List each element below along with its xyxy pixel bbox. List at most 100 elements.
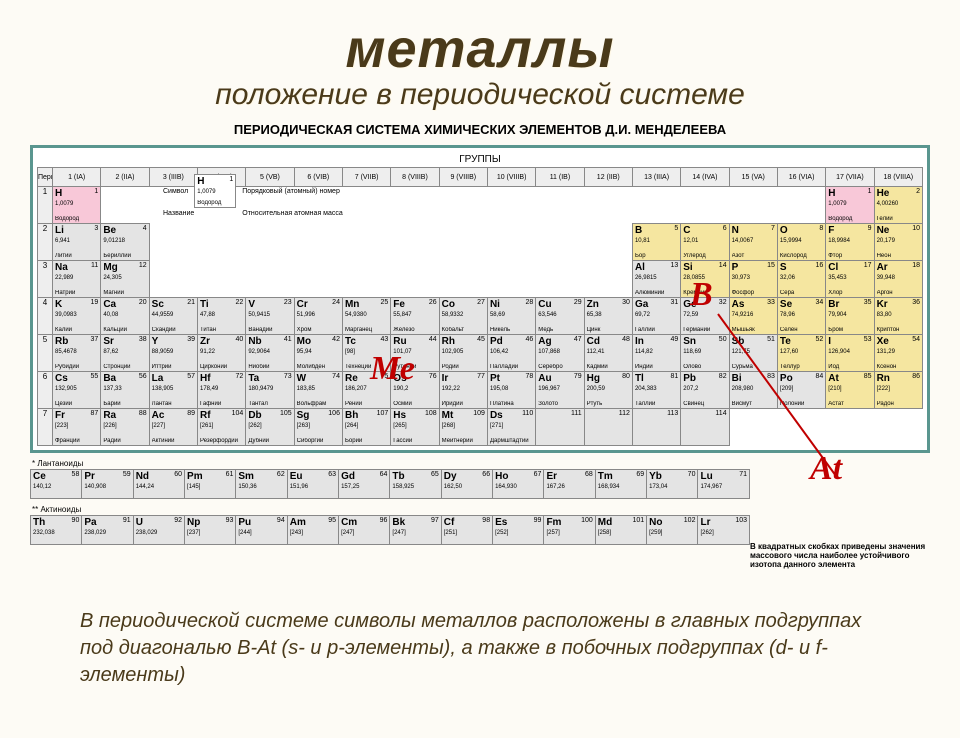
element-cell: Zr4091,22Цирконий	[197, 335, 245, 372]
period-header: Периоды	[38, 168, 53, 187]
element-cell: Bi83208,980Висмут	[729, 372, 777, 409]
element-cell: Nb4192,9064Ниобий	[246, 335, 294, 372]
group-header: 14 (IVA)	[681, 168, 729, 187]
element-cell: Ba56137,33Барий	[101, 372, 149, 409]
period-label: 5	[38, 335, 53, 372]
element-cell: Po84[209]Полоний	[777, 372, 825, 409]
period-label: 4	[38, 298, 53, 335]
element-cell: Ne1020,179Неон	[874, 224, 922, 261]
element-cell	[874, 409, 922, 446]
element-cell: Ti2247,88Титан	[197, 298, 245, 335]
element-cell	[536, 187, 584, 224]
element-cell: In49114,82Индий	[632, 335, 680, 372]
group-header: 18 (VIIIA)	[874, 168, 922, 187]
element-cell	[487, 224, 535, 261]
f-element-cell: Lr103[262]	[698, 516, 750, 545]
element-cell: Bh107[264]Борий	[342, 409, 390, 446]
element-cell: Mg1224,305Магний	[101, 261, 149, 298]
f-element-cell: Sm62150,36	[236, 470, 287, 499]
element-cell: Mn2554,9380Марганец	[342, 298, 390, 335]
element-cell: Os76190,2Осмий	[391, 372, 439, 409]
element-cell: O815,9994Кислород	[777, 224, 825, 261]
element-cell: Hg80200,59Ртуть	[584, 372, 632, 409]
element-cell: Ir77192,22Иридий	[439, 372, 487, 409]
element-cell: Ni2858,69Никель	[487, 298, 535, 335]
f-element-cell: Cf98[251]	[441, 516, 492, 545]
period-label: 6	[38, 372, 53, 409]
element-cell: Ge3272,59Германий	[681, 298, 729, 335]
element-cell: W74183,85Вольфрам	[294, 372, 342, 409]
legend-box: Символ H 1 1,0079 Водород Порядковый (ат…	[163, 174, 343, 217]
element-cell: Ta73180,9479Тантал	[246, 372, 294, 409]
element-cell: Ca2040,08Кальций	[101, 298, 149, 335]
element-cell: Ag47107,868Серебро	[536, 335, 584, 372]
element-cell: Pb82207,2Свинец	[681, 372, 729, 409]
element-cell: K1939,0983Калий	[53, 298, 101, 335]
element-cell: Sb51121,75Сурьма	[729, 335, 777, 372]
element-cell: Cu2963,546Медь	[536, 298, 584, 335]
element-cell: Ds110[271]Дармштадтий	[487, 409, 535, 446]
lanth-label: * Лантаноиды	[32, 459, 930, 468]
element-cell	[246, 261, 294, 298]
group-header: 12 (IIB)	[584, 168, 632, 187]
element-cell	[584, 224, 632, 261]
element-cell: Mo4295,94Молибден	[294, 335, 342, 372]
element-cell	[439, 261, 487, 298]
element-cell: Si1428,0855Кремний	[681, 261, 729, 298]
element-cell	[439, 187, 487, 224]
group-header: 2 (IIA)	[101, 168, 149, 187]
group-header: 13 (IIIA)	[632, 168, 680, 187]
element-cell	[294, 261, 342, 298]
element-cell: B510,81Бор	[632, 224, 680, 261]
element-cell	[584, 187, 632, 224]
element-cell: He24,00260Гелий	[874, 187, 922, 224]
f-element-cell: Lu71174,967	[698, 470, 750, 499]
element-cell	[197, 261, 245, 298]
groups-header: ГРУППЫ	[37, 152, 923, 167]
group-header: 16 (VIA)	[777, 168, 825, 187]
f-element-cell: Pr59140,908	[82, 470, 133, 499]
element-cell	[536, 224, 584, 261]
element-cell: F918,9984Фтор	[826, 224, 874, 261]
element-cell: C612,01Углерод	[681, 224, 729, 261]
element-cell: Fr87[223]Франций	[53, 409, 101, 446]
element-cell	[826, 409, 874, 446]
actinides-block: ** Актиноиды Th90232,038Pa91238,029U9223…	[30, 505, 930, 545]
element-cell: Pd46106,42Палладий	[487, 335, 535, 372]
element-cell: Pt78195,08Платина	[487, 372, 535, 409]
element-cell: Rn86[222]Радон	[874, 372, 922, 409]
element-cell: Ra88[226]Радий	[101, 409, 149, 446]
page-title: металлы	[0, 18, 960, 80]
f-element-cell: Cm96[247]	[339, 516, 390, 545]
element-cell: Xe54131,29Ксенон	[874, 335, 922, 372]
element-cell: Au79196,967Золото	[536, 372, 584, 409]
f-element-cell: Pm61[145]	[185, 470, 236, 499]
f-element-cell: Ce58140,12	[31, 470, 82, 499]
f-element-cell: Am95[243]	[287, 516, 338, 545]
f-element-cell: Eu63151,96	[287, 470, 338, 499]
element-cell: Zn3065,38Цинк	[584, 298, 632, 335]
element-cell	[342, 224, 390, 261]
element-cell: Rh45102,905Родий	[439, 335, 487, 372]
element-cell: Kr3683,80Криптон	[874, 298, 922, 335]
f-element-cell: Pu94[244]	[236, 516, 287, 545]
element-cell: 114	[681, 409, 729, 446]
group-header: 7 (VIIB)	[342, 168, 390, 187]
element-cell: Ru44101,07Рутений	[391, 335, 439, 372]
element-cell: Cs55132,905Цезий	[53, 372, 101, 409]
f-element-cell: Md101[258]	[595, 516, 646, 545]
period-label: 3	[38, 261, 53, 298]
element-cell: Tc43[98]Технеций	[342, 335, 390, 372]
element-cell: Cd48112,41Кадмий	[584, 335, 632, 372]
element-cell	[777, 409, 825, 446]
element-cell: Ac89[227]Актиний	[149, 409, 197, 446]
element-cell	[246, 224, 294, 261]
act-label: ** Актиноиды	[32, 505, 930, 514]
period-label: 2	[38, 224, 53, 261]
period-label: 1	[38, 187, 53, 224]
element-cell: H11,0079Водород	[53, 187, 101, 224]
f-element-cell: Yb70173,04	[647, 470, 698, 499]
isotope-note: В квадратных скобках приведены значения …	[750, 542, 930, 569]
element-cell	[149, 261, 197, 298]
element-cell	[681, 187, 729, 224]
